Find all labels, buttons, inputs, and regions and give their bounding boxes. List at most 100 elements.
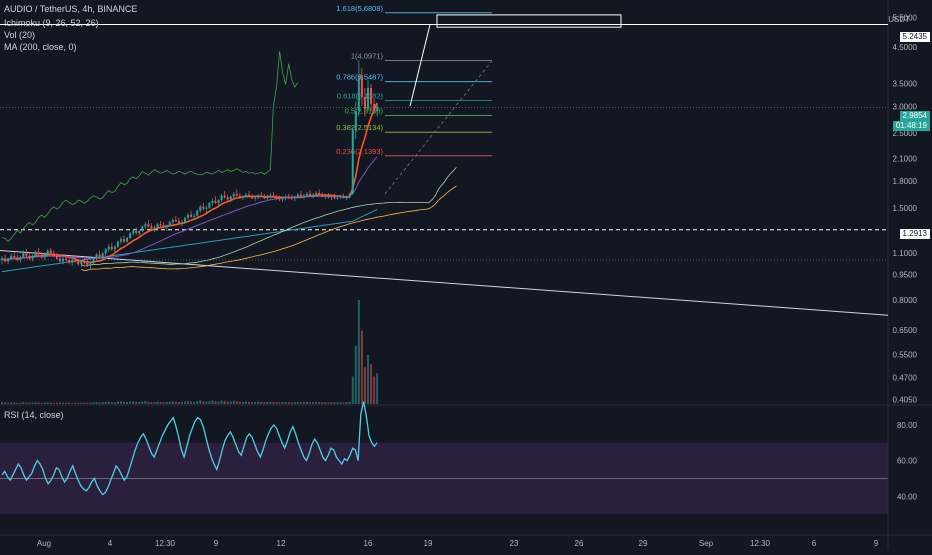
candle-body xyxy=(7,258,10,262)
volume-bar xyxy=(132,401,135,404)
volume-bar xyxy=(199,400,202,404)
candle-body xyxy=(25,253,28,256)
candle-body xyxy=(168,222,171,226)
volume-bar xyxy=(153,402,156,404)
candle-body xyxy=(211,201,214,203)
candle-body xyxy=(315,192,318,195)
candle-body xyxy=(336,197,339,199)
support-price-tag: 1.2913 xyxy=(899,229,930,239)
volume-bar xyxy=(241,401,244,404)
volume-bar xyxy=(217,401,220,404)
candle-body xyxy=(281,198,284,200)
candle-body xyxy=(83,261,86,263)
volume-bar xyxy=(37,402,40,404)
volume-bar xyxy=(245,401,247,404)
volume-bar xyxy=(363,367,366,404)
volume-bar xyxy=(211,400,214,404)
volume-bar xyxy=(28,402,31,404)
candle-body xyxy=(156,224,159,228)
rsi-legend[interactable]: RSI (14, close) xyxy=(4,410,64,420)
fib-level-label: 0.618(3.1182) xyxy=(337,92,384,101)
volume-bar xyxy=(226,401,229,404)
candle-body xyxy=(37,251,40,255)
chikou-line xyxy=(1,51,299,242)
volume-bar xyxy=(86,402,89,404)
volume-bar xyxy=(135,401,138,404)
volume-bar xyxy=(281,402,284,404)
ichimoku-legend[interactable]: Ichimoku (9, 26, 52, 26) xyxy=(4,18,99,28)
candle-body xyxy=(180,222,183,224)
symbol-title[interactable]: AUDIO / TetherUS, 4h, BINANCE xyxy=(4,4,138,14)
candle-body xyxy=(241,196,244,198)
candle-body xyxy=(333,196,336,199)
volume-bar xyxy=(4,402,7,404)
volume-bar xyxy=(68,402,71,404)
volume-bar xyxy=(376,373,379,404)
candle-body xyxy=(19,257,22,260)
volume-bar xyxy=(168,401,171,404)
candle-body xyxy=(367,87,369,109)
candle-body xyxy=(177,221,180,224)
time-tick-label: 12 xyxy=(277,539,286,548)
volume-bar xyxy=(7,402,10,404)
volume-bar xyxy=(223,400,226,404)
volume-bar xyxy=(119,401,122,404)
price-tick-label: 3.0000 xyxy=(893,102,918,111)
volume-bar xyxy=(333,402,336,404)
volume-bar xyxy=(266,401,269,404)
candle-body xyxy=(193,215,196,217)
volume-legend[interactable]: Vol (20) xyxy=(4,30,36,40)
candle-body xyxy=(159,224,162,226)
candle-body xyxy=(80,261,83,265)
price-tick-label: 0.6500 xyxy=(893,326,918,335)
volume-bar xyxy=(263,402,266,404)
candle-body xyxy=(229,196,232,200)
price-tick-label: 2.1000 xyxy=(893,155,918,164)
price-tick-label: 1.5000 xyxy=(893,204,918,213)
rsi-tick-label: 60.00 xyxy=(897,457,918,466)
volume-bar xyxy=(330,402,333,404)
volume-bar xyxy=(1,402,3,404)
candle-body xyxy=(174,219,177,222)
candle-body xyxy=(205,207,208,209)
candle-body xyxy=(257,195,260,198)
volume-bar xyxy=(58,402,61,404)
candle-body xyxy=(89,262,92,266)
price-tick-label: 0.4700 xyxy=(893,374,918,383)
tenkan-line xyxy=(1,102,378,264)
volume-bar xyxy=(138,402,141,404)
volume-bar xyxy=(19,402,22,404)
candle-body xyxy=(28,255,31,259)
candle-body xyxy=(296,194,299,197)
candle-body xyxy=(55,255,58,259)
candle-body xyxy=(22,253,25,258)
candle-body xyxy=(235,193,238,196)
candle-body xyxy=(86,262,89,266)
candle-body xyxy=(351,130,354,194)
volume-bar xyxy=(214,401,217,404)
candle-body xyxy=(302,195,305,197)
candle-body xyxy=(77,261,80,265)
volume-bar xyxy=(351,376,354,404)
candle-body xyxy=(306,193,308,196)
volume-bar xyxy=(299,402,302,404)
candle-body xyxy=(202,206,205,209)
volume-bar xyxy=(141,401,144,404)
candle-body xyxy=(290,197,293,199)
volume-bar xyxy=(80,402,83,404)
candle-body xyxy=(129,233,132,239)
candle-body xyxy=(113,246,116,250)
ma-legend[interactable]: MA (200, close, 0) xyxy=(4,42,77,52)
volume-bar xyxy=(193,401,196,404)
time-tick-label: 19 xyxy=(424,539,433,548)
candle-body xyxy=(251,196,254,199)
price-tick-label: 0.8000 xyxy=(893,296,918,305)
candle-body xyxy=(293,196,296,199)
volume-bar xyxy=(190,401,193,404)
candle-body xyxy=(345,196,348,199)
volume-bar xyxy=(43,402,46,404)
volume-bar xyxy=(315,401,318,404)
countdown-tag: 01:48:19 xyxy=(892,121,930,131)
